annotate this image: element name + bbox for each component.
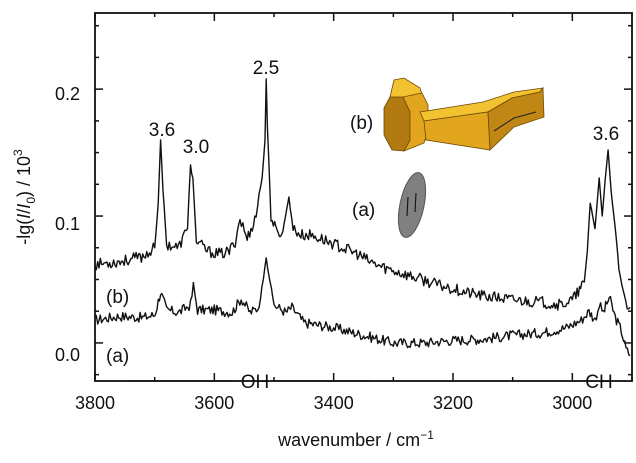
y-title-part: 0 [24,197,38,204]
y-tick-label: 0.1 [55,214,80,234]
oh-region-bracket: OH [128,372,372,393]
oh-region-label: OH [241,372,270,393]
bracket-hexagon-side [383,96,411,152]
plot-frame [94,12,633,382]
series-b-line [94,78,631,311]
x-axis-title-main: wavenumber / cm [277,430,420,450]
inset-a-ellipse-illustration [397,172,427,238]
x-axis-title: wavenumber / cm−1 [277,428,434,450]
bracket-groove [493,111,537,132]
y-tick-label: 0.0 [55,345,80,365]
peak-label: 3.0 [183,137,209,158]
peak-label: 2.5 [253,58,279,79]
ellipse-line-left [406,196,409,217]
y-tick-label: 0.2 [55,84,80,104]
y-title-part: 3 [11,149,25,156]
ch-region-bracket: CH [573,372,627,393]
y-title-part: I [14,214,34,219]
peak-label: 3.6 [593,124,619,145]
ellipse-line-right [414,192,417,213]
ch-region-label: CH [585,372,612,393]
x-axis-title-sup: −1 [420,428,434,442]
peak-label: 3.6 [149,120,175,141]
x-tick-label: 3600 [194,393,234,413]
x-tick-label: 3400 [314,393,354,413]
bracket-hexagon-front [402,92,429,152]
x-tick-label: 3000 [552,393,592,413]
series-tag-b: (b) [106,287,129,308]
ellipse-particle [397,172,427,238]
y-title-part: ) / 10 [14,156,34,197]
series-tag-a: (a) [106,346,129,367]
axis-ticks [94,13,633,381]
inset-b-bracket-illustration [383,77,545,152]
series-a-line [94,257,631,357]
inset-tag-a: (a) [352,200,375,221]
x-tick-label: 3200 [433,393,473,413]
inset-tag-b: (b) [350,113,373,134]
bracket-bar-side [487,86,545,151]
y-title-part: / [14,209,34,214]
y-axis-title: -lg(I/I0) / 103 [11,149,38,245]
y-title-part: I [14,204,34,209]
x-tick-label: 3800 [75,393,115,413]
y-title-part: -lg( [14,219,34,245]
